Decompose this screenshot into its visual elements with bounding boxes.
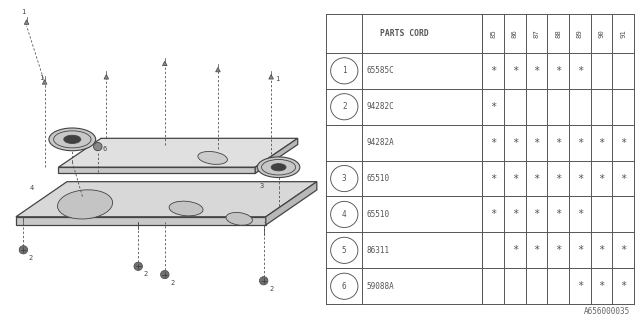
Text: 3: 3	[342, 174, 347, 183]
Text: 89: 89	[577, 29, 583, 38]
Text: 94282C: 94282C	[367, 102, 395, 111]
Ellipse shape	[257, 157, 300, 178]
Text: *: *	[620, 138, 627, 148]
Ellipse shape	[49, 128, 96, 151]
Polygon shape	[104, 75, 109, 79]
Text: *: *	[577, 173, 583, 184]
Text: *: *	[620, 281, 627, 291]
Polygon shape	[16, 182, 317, 217]
Text: *: *	[490, 66, 497, 76]
Text: *: *	[555, 210, 561, 220]
Text: 3: 3	[259, 183, 264, 189]
Text: *: *	[555, 245, 561, 255]
Circle shape	[93, 142, 102, 151]
Circle shape	[259, 277, 268, 285]
Text: 88: 88	[556, 29, 561, 38]
Text: *: *	[555, 66, 561, 76]
Polygon shape	[255, 138, 298, 173]
Text: *: *	[512, 173, 518, 184]
Text: *: *	[490, 138, 497, 148]
Text: 65510: 65510	[367, 174, 390, 183]
Ellipse shape	[64, 135, 81, 143]
Ellipse shape	[169, 201, 203, 216]
Text: *: *	[620, 173, 627, 184]
Text: 86: 86	[512, 29, 518, 38]
Text: 94282A: 94282A	[367, 138, 395, 147]
Text: 4: 4	[30, 185, 34, 191]
Text: *: *	[555, 138, 561, 148]
Text: 65510: 65510	[367, 210, 390, 219]
Text: *: *	[598, 138, 605, 148]
Polygon shape	[269, 75, 273, 79]
Text: 1: 1	[21, 10, 26, 15]
Text: 6: 6	[342, 282, 347, 291]
Text: 1: 1	[342, 66, 347, 75]
Text: 87: 87	[534, 29, 540, 38]
Text: 86311: 86311	[367, 246, 390, 255]
Text: PARTS CORD: PARTS CORD	[380, 29, 429, 38]
Text: *: *	[577, 281, 583, 291]
Text: *: *	[512, 138, 518, 148]
Text: *: *	[490, 102, 497, 112]
Polygon shape	[216, 67, 220, 72]
Text: 6: 6	[102, 146, 106, 152]
Polygon shape	[42, 80, 47, 84]
Text: *: *	[577, 66, 583, 76]
Text: 5: 5	[77, 131, 81, 137]
Text: *: *	[598, 281, 605, 291]
Text: *: *	[534, 66, 540, 76]
Ellipse shape	[271, 164, 286, 171]
Text: 85: 85	[490, 29, 496, 38]
Polygon shape	[24, 20, 29, 24]
Text: *: *	[512, 245, 518, 255]
Ellipse shape	[198, 151, 227, 164]
Ellipse shape	[226, 212, 252, 225]
Text: 2: 2	[143, 271, 148, 277]
Text: *: *	[598, 173, 605, 184]
Text: *: *	[577, 210, 583, 220]
Circle shape	[161, 270, 169, 279]
Text: *: *	[577, 245, 583, 255]
Text: *: *	[534, 138, 540, 148]
Text: *: *	[555, 173, 561, 184]
Text: 2: 2	[29, 255, 33, 261]
Text: 1: 1	[275, 76, 280, 83]
Text: 1: 1	[39, 75, 44, 81]
Polygon shape	[58, 167, 255, 173]
Ellipse shape	[58, 190, 113, 219]
Text: 90: 90	[598, 29, 605, 38]
Text: *: *	[512, 66, 518, 76]
Text: 5: 5	[283, 168, 287, 174]
Text: *: *	[490, 173, 497, 184]
Circle shape	[19, 246, 28, 254]
Text: 4: 4	[342, 210, 347, 219]
Text: *: *	[577, 138, 583, 148]
Text: *: *	[534, 173, 540, 184]
Polygon shape	[16, 217, 266, 225]
Text: *: *	[534, 210, 540, 220]
Text: *: *	[598, 245, 605, 255]
Text: *: *	[534, 245, 540, 255]
Text: 5: 5	[342, 246, 347, 255]
Text: *: *	[490, 210, 497, 220]
Text: A656000035: A656000035	[584, 307, 630, 316]
Text: 91: 91	[620, 29, 626, 38]
Polygon shape	[58, 138, 298, 167]
Text: 59088A: 59088A	[367, 282, 395, 291]
Text: 2: 2	[269, 286, 273, 292]
Text: 2: 2	[170, 280, 174, 286]
Text: 65585C: 65585C	[367, 66, 395, 75]
Text: *: *	[512, 210, 518, 220]
Text: *: *	[620, 245, 627, 255]
Circle shape	[134, 262, 143, 270]
Polygon shape	[163, 61, 167, 66]
Polygon shape	[266, 182, 317, 225]
Text: 2: 2	[342, 102, 347, 111]
